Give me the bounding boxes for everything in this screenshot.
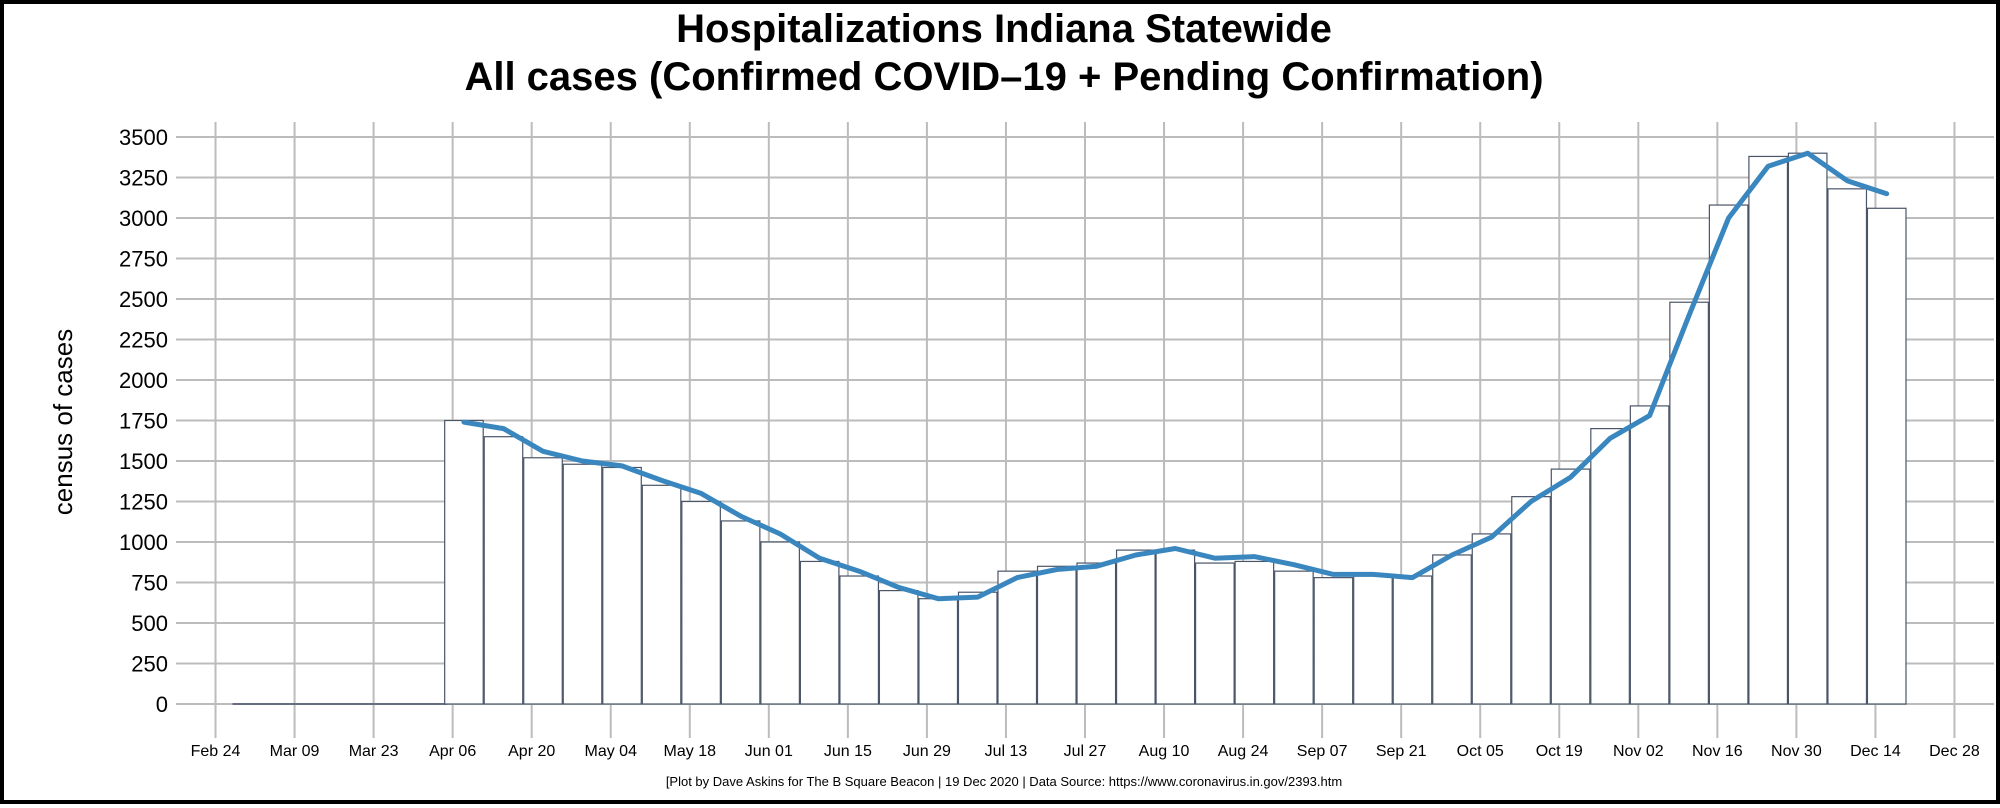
- line-series: [461, 150, 1890, 602]
- bar: [1194, 562, 1235, 705]
- bar: [1708, 204, 1749, 705]
- bar: [1511, 496, 1551, 705]
- x-tick-label: May 18: [664, 743, 717, 760]
- y-tick-label: 1750: [119, 409, 168, 434]
- x-tick-label: May 04: [585, 743, 638, 760]
- x-tick-label: Nov 30: [1771, 743, 1822, 760]
- y-tick-label: 3500: [119, 125, 168, 150]
- bar: [1669, 301, 1709, 705]
- chart-subtitle: All cases (Confirmed COVID–19 + Pending …: [464, 55, 1543, 99]
- bar: [1550, 468, 1591, 705]
- x-tick-label: Dec 28: [1929, 743, 1980, 760]
- bar: [1274, 570, 1314, 705]
- y-tick-label: 3000: [119, 206, 168, 231]
- y-tick-label: 500: [131, 611, 168, 636]
- x-tick-labels: Feb 24 Mar 09 Mar 23 Apr 06 Apr 20 May 04 May …: [191, 743, 1980, 760]
- x-tick-label: Feb 24: [191, 743, 241, 760]
- x-tick-label: Sep 21: [1376, 743, 1427, 760]
- bar: [839, 575, 880, 705]
- x-tick-label: Apr 20: [508, 743, 555, 760]
- x-tick-label: Dec 14: [1850, 743, 1901, 760]
- bar: [997, 570, 1038, 705]
- bar: [720, 520, 761, 705]
- x-tick-label: Jul 27: [1064, 743, 1107, 760]
- bar: [641, 484, 682, 705]
- bar: [1432, 554, 1472, 705]
- x-tick-label: Mar 09: [270, 743, 320, 760]
- bar: [1076, 562, 1117, 705]
- average-line: [461, 150, 1890, 602]
- x-tick-label: Oct 19: [1536, 743, 1583, 760]
- bar: [1234, 560, 1275, 705]
- bar: [1392, 575, 1433, 705]
- bar: [1748, 155, 1789, 705]
- y-tick-label: 2750: [119, 247, 168, 272]
- x-tick-label: Oct 05: [1457, 743, 1504, 760]
- chart-title: Hospitalizations Indiana Statewide: [676, 7, 1332, 51]
- bar: [1471, 533, 1512, 705]
- bar: [1787, 152, 1828, 705]
- x-tick-label: Jun 01: [745, 743, 793, 760]
- x-tick-label: Jun 15: [824, 743, 872, 760]
- bar: [760, 541, 800, 705]
- bar: [918, 598, 959, 705]
- bar: [562, 463, 603, 705]
- y-tick-label: 2250: [119, 328, 168, 353]
- y-tick-label: 1000: [119, 530, 168, 555]
- x-tick-label: Nov 16: [1692, 743, 1743, 760]
- x-tick-label: Aug 10: [1139, 743, 1190, 760]
- x-tick-label: Jul 13: [985, 743, 1028, 760]
- bar: [957, 591, 998, 705]
- bar: [1036, 565, 1077, 705]
- y-tick-label: 0: [156, 692, 168, 717]
- bar: [1590, 428, 1630, 705]
- bar: [1155, 549, 1196, 705]
- x-tick-label: Mar 23: [349, 743, 399, 760]
- bar: [1827, 188, 1868, 705]
- bar: [1353, 575, 1393, 705]
- y-tick-label: 2000: [119, 368, 168, 393]
- hospitalizations-chart: Hospitalizations Indiana Statewide All c…: [48, 7, 1994, 789]
- y-tick-labels: 0 250 500 750 1000 1250 1500 1750 2000 2250 2500 27…: [119, 125, 168, 717]
- bar: [878, 589, 919, 705]
- bar: [681, 500, 721, 705]
- bar: [523, 457, 563, 705]
- bars: [444, 152, 1907, 705]
- bar: [1115, 549, 1156, 705]
- x-tick-label: Aug 24: [1218, 743, 1269, 760]
- y-tick-label: 3250: [119, 166, 168, 191]
- bar: [1313, 577, 1354, 705]
- bar: [1866, 207, 1907, 705]
- y-tick-label: 750: [131, 571, 168, 596]
- y-tick-label: 2500: [119, 287, 168, 312]
- y-axis-label: census of cases: [48, 329, 78, 515]
- x-tick-label: Jun 29: [903, 743, 951, 760]
- y-tick-label: 1250: [119, 490, 168, 515]
- x-tick-label: Sep 07: [1297, 743, 1348, 760]
- y-tick-label: 250: [131, 652, 168, 677]
- bar: [444, 419, 484, 705]
- bar: [483, 436, 524, 705]
- x-tick-label: Nov 02: [1613, 743, 1664, 760]
- bar: [799, 560, 840, 705]
- bar: [1629, 405, 1670, 705]
- y-tick-label: 1500: [119, 449, 168, 474]
- source-note: [Plot by Dave Askins for The B Square Be…: [666, 774, 1342, 789]
- bar: [602, 466, 642, 705]
- x-tick-label: Apr 06: [429, 743, 476, 760]
